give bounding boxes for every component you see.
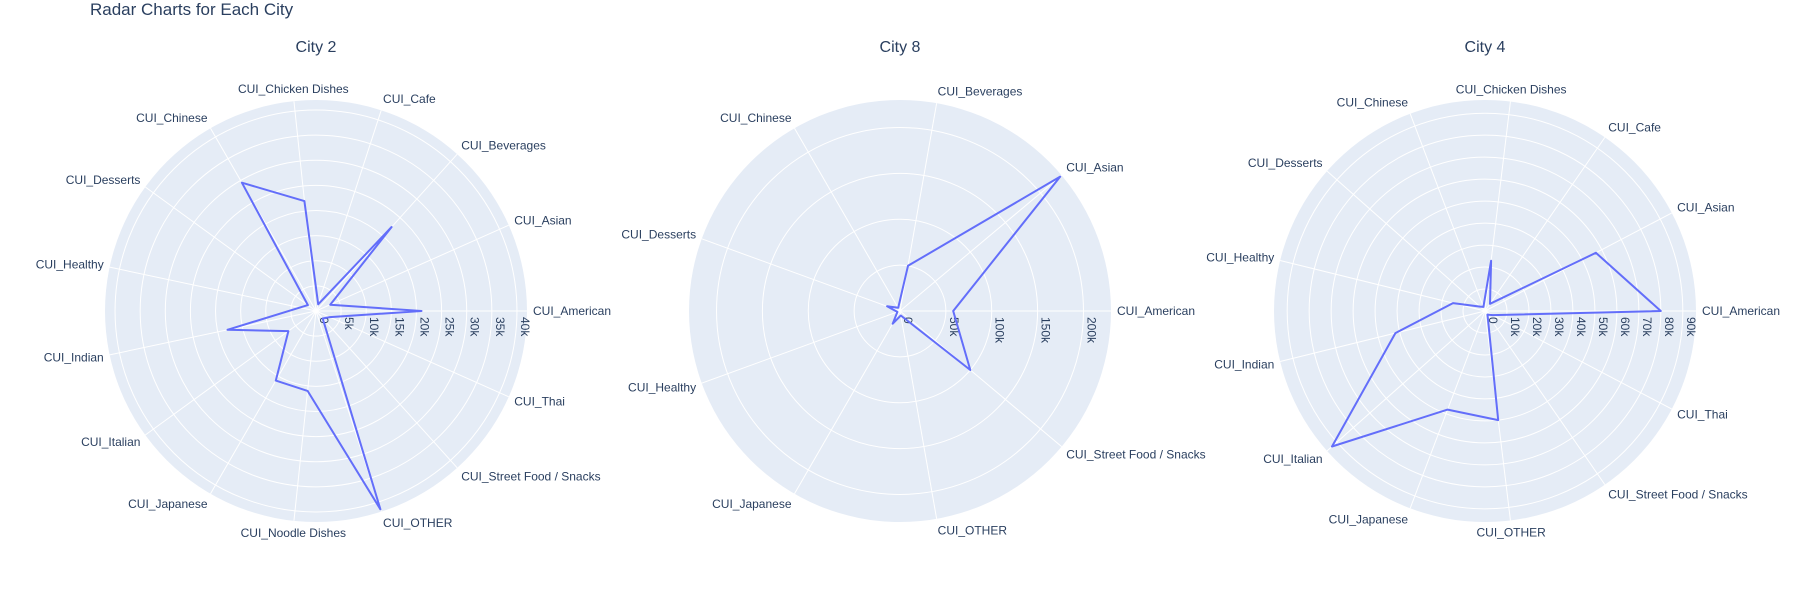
grid-spoke [1280,310,1486,362]
category-label: CUI_Thai [514,395,565,409]
grid-spoke [899,310,1062,448]
radial-tick-label: 50k [1596,317,1610,337]
grid-spoke [1484,137,1606,312]
category-label: CUI_Healthy [36,258,104,272]
category-label: CUI_Cafe [1608,120,1661,134]
grid-spoke [701,238,901,312]
category-label: CUI_Healthy [628,380,696,394]
radial-tick-label: 200k [1084,317,1098,344]
grid-spoke [1326,310,1486,452]
radial-tick-label: 100k [993,317,1007,344]
grid-spoke [701,310,901,384]
category-label: CUI_Beverages [938,84,1023,98]
category-label: CUI_American [1702,304,1780,318]
subplot-title: City 4 [1465,39,1506,56]
radial-tick-label: 10k [367,317,381,337]
category-label: CUI_Desserts [621,228,696,242]
category-label: CUI_Noodle Dishes [241,526,346,540]
radial-tick-label: 20k [1530,317,1544,337]
category-label: CUI_Asian [1066,161,1123,175]
category-label: CUI_Street Food / Snacks [1066,447,1205,461]
series-line [886,175,1062,371]
grid-spoke [1280,260,1486,312]
radar-chart-3: CUI_American CUI_Asian CUI_Cafe CUI_Chicken… [1206,39,1780,539]
grid-spoke [1326,170,1486,312]
grid-spoke [899,174,1062,312]
category-label: CUI_Japanese [1329,513,1409,527]
grid-spoke [145,186,317,312]
category-label: CUI_Street Food / Snacks [1608,488,1747,502]
radial-tick-label: 10k [1508,317,1522,337]
grid-spoke [293,310,317,521]
radial-tick-label: 30k [1552,317,1566,337]
subplot-title: City 8 [880,39,921,56]
category-label: CUI_OTHER [383,516,453,530]
grid-spoke [315,310,509,398]
grid-spoke [315,224,509,312]
radial-tick-label: 25k [443,317,457,337]
category-label: CUI_Chinese [136,111,208,125]
radial-tick-label: 35k [493,317,507,337]
radial-tick-label: 5k [342,317,356,331]
category-label: CUI_Desserts [1248,156,1323,170]
category-label: CUI_Beverages [461,138,546,152]
radial-tick-label: 90k [1684,317,1698,337]
radial-tick-label: 15k [392,317,406,337]
radial-tick-label: 20k [417,317,431,337]
radial-tick-label: 30k [468,317,482,337]
category-label: CUI_Chicken Dishes [238,82,349,96]
grid-spoke [1484,310,1606,485]
category-label: CUI_OTHER [938,524,1008,538]
category-label: CUI_Street Food / Snacks [461,470,600,484]
grid-spoke [1484,310,1673,410]
grid-spoke [315,110,382,312]
grid-spoke [210,128,317,312]
radial-tick-label: 40k [1574,317,1588,337]
chart-title: Radar Charts for Each City [90,0,294,19]
category-label: CUI_Asian [1677,200,1734,214]
radial-tick-label: 80k [1662,317,1676,337]
radar-chart-2: CUI_American CUI_Asian CUI_Beverages CUI_Ch… [621,39,1205,538]
category-label: CUI_Asian [514,213,571,227]
radial-tick-label: 40k [518,317,532,337]
grid-spoke [315,310,458,469]
grid-spoke [899,310,938,519]
category-label: CUI_Cafe [383,92,436,106]
category-label: CUI_Healthy [1206,251,1274,265]
category-label: CUI_Thai [1677,408,1728,422]
category-label: CUI_Indian [1214,357,1274,371]
category-label: CUI_Desserts [66,173,141,187]
category-label: CUI_Italian [1263,452,1322,466]
grid-spoke [210,310,317,494]
category-label: CUI_American [1117,304,1195,318]
grid-spoke [794,310,901,494]
series-line [226,181,423,511]
series-line [1331,251,1662,448]
grid-spoke [109,310,317,356]
category-label: CUI_Indian [44,350,104,364]
category-label: CUI_Chicken Dishes [1456,83,1567,97]
subplot-title: City 2 [296,39,337,56]
radial-tick-label: 0 [1486,317,1500,324]
category-label: CUI_American [533,304,611,318]
category-label: CUI_Italian [81,435,140,449]
category-label: CUI_Chinese [1337,95,1409,109]
radial-tick-label: 60k [1618,317,1632,337]
grid-spoke [109,266,317,312]
radial-tick-label: 70k [1640,317,1654,337]
category-label: CUI_OTHER [1476,525,1546,539]
category-label: CUI_Chinese [720,111,792,125]
grid-spoke [794,128,901,312]
grid-spoke [1409,113,1486,312]
radial-tick-label: 150k [1039,317,1053,344]
radar-chart-1: CUI_American CUI_Asian CUI_Beverages CUI_Ca… [36,39,611,540]
category-label: CUI_Japanese [712,497,792,511]
category-label: CUI_Japanese [128,497,208,511]
